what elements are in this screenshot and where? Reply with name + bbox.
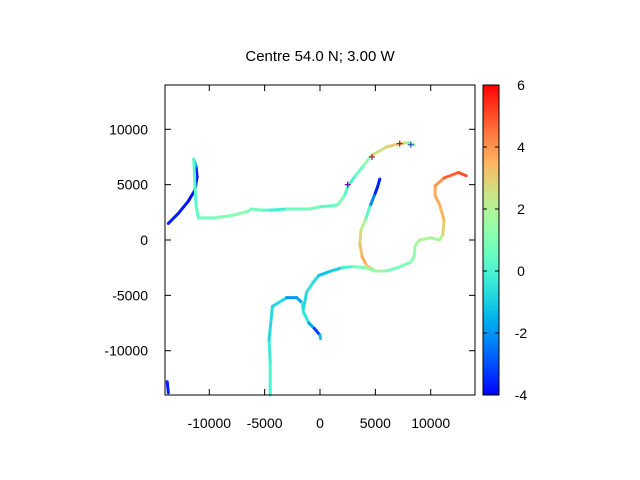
track-segment (267, 304, 274, 342)
track-segment (442, 170, 460, 180)
y-tick-label: -5000 (112, 287, 148, 303)
track-segment (351, 265, 367, 270)
y-tick-label: 0 (140, 232, 148, 248)
cross-marker (407, 141, 414, 148)
plot-area (164, 84, 476, 397)
cross-marker (369, 153, 376, 160)
x-tick-label: -10000 (187, 415, 231, 431)
track-series (358, 170, 468, 273)
track-series (166, 141, 416, 225)
colorbar-tick-label: 4 (517, 139, 525, 155)
x-tick-label: -5000 (247, 415, 283, 431)
track-segment (358, 241, 364, 259)
series-layer (165, 141, 468, 397)
track-segment (384, 266, 399, 273)
colorbar-tick-label: -4 (515, 387, 528, 403)
track-segment (176, 199, 190, 215)
cross-marker (344, 181, 351, 188)
y-tick-label: 10000 (109, 121, 148, 137)
track-segment (193, 183, 198, 207)
track-segment (329, 266, 344, 273)
colorbar-gradient (483, 85, 499, 395)
track-segment (249, 207, 264, 212)
track-segment (360, 255, 368, 267)
track-segment (305, 280, 315, 294)
track-segment (363, 205, 372, 222)
track-segment (213, 214, 233, 220)
track-segment (186, 188, 197, 203)
track-segment (433, 194, 442, 207)
x-tick-label: 5000 (360, 415, 391, 431)
track-segment (353, 163, 366, 178)
colorbar-tick-label: 2 (517, 201, 525, 217)
track-segment (363, 266, 377, 273)
track-segment (359, 218, 367, 232)
track-segment (166, 211, 180, 225)
plot-frame (164, 84, 476, 396)
track-segment (456, 170, 468, 178)
track-segment (194, 164, 199, 179)
colorbar: -4 -2 0 2 4 6 (482, 77, 527, 403)
marker-layer (344, 140, 414, 188)
track-segment (267, 338, 272, 364)
colorbar-frame (482, 84, 500, 396)
track-segment (301, 290, 309, 311)
colorbar-tick-label: 0 (517, 263, 525, 279)
track-segment (358, 228, 363, 245)
track-segment (270, 296, 289, 308)
track-series (165, 380, 170, 395)
track-segment (317, 269, 333, 277)
track-segment (369, 145, 388, 158)
track-segment (372, 185, 380, 198)
track-segment (340, 265, 355, 270)
track-segment (336, 194, 346, 207)
colorbar-ticks: -4 -2 0 2 4 6 (483, 77, 527, 403)
colorbar-tick-label: -2 (515, 325, 528, 341)
track-segment (165, 380, 170, 395)
track-segment (318, 204, 335, 209)
track-segment (268, 207, 289, 212)
track-segment (412, 244, 417, 259)
track-segment (429, 236, 442, 242)
y-tick-label: -10000 (104, 343, 148, 359)
track-segment (192, 157, 197, 187)
track-segment (318, 333, 323, 341)
track-segment (438, 203, 446, 222)
x-axis: -10000 -5000 0 5000 10000 (187, 85, 450, 431)
track-segment (301, 310, 311, 325)
track-segment (307, 205, 322, 211)
track-segment (441, 218, 446, 236)
track-segment (418, 236, 433, 242)
cross-marker (396, 140, 403, 147)
track-segment (368, 194, 376, 209)
track-segment (347, 174, 357, 187)
track-segment (396, 260, 413, 270)
track-series (301, 265, 377, 311)
track-series (267, 296, 323, 397)
x-tick-label: 10000 (411, 415, 450, 431)
track-segment (433, 176, 446, 188)
chart-title: Centre 54.0 N; 3.00 W (245, 48, 395, 65)
track-segment (194, 203, 200, 220)
colorbar-tick-label: 6 (517, 77, 525, 93)
y-tick-label: 5000 (117, 177, 148, 193)
y-axis: -10000 -5000 0 5000 10000 (104, 121, 475, 359)
track-segment (229, 209, 250, 218)
x-tick-label: 0 (316, 415, 324, 431)
